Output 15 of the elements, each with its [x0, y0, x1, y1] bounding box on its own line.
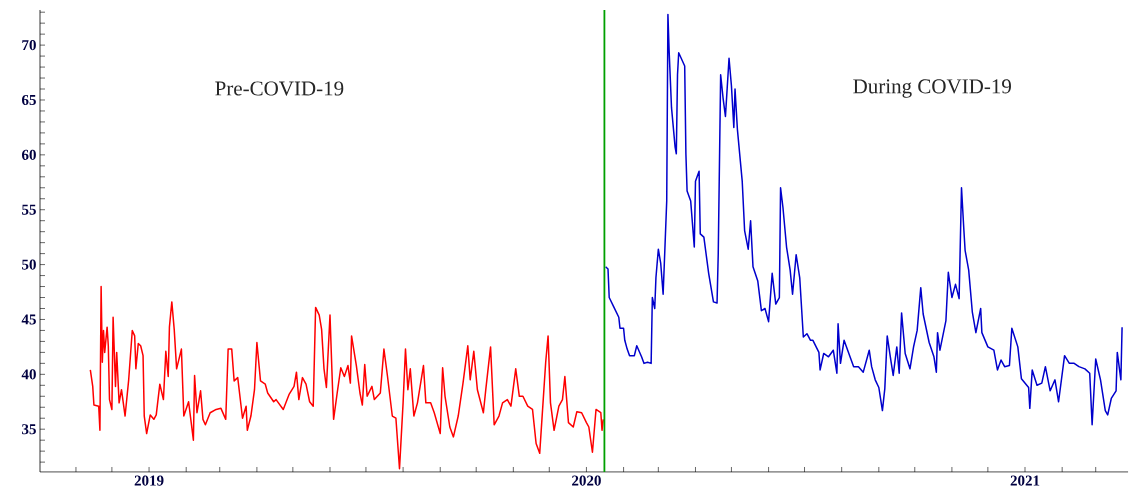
y-tick-label: 65	[21, 94, 36, 106]
y-tick-label: 70	[22, 40, 36, 51]
y-tick-label: 50	[22, 259, 36, 270]
x-tick-label: 2020	[572, 475, 601, 486]
y-tick-label: 60	[21, 149, 36, 160]
line-series	[89, 285, 604, 470]
annotation: Pre-COVID-19	[215, 81, 344, 96]
y-tick-label: 45	[21, 314, 36, 325]
annotation: During COVID-19	[853, 79, 1011, 98]
y-tick-label: 35	[22, 424, 36, 435]
y-tick-label: 40	[21, 369, 36, 380]
x-tick-label: 2019	[134, 475, 164, 486]
y-tick-label: 55	[22, 204, 36, 215]
line-series	[604, 13, 1123, 426]
x-tick-label: 2021	[1010, 475, 1040, 486]
